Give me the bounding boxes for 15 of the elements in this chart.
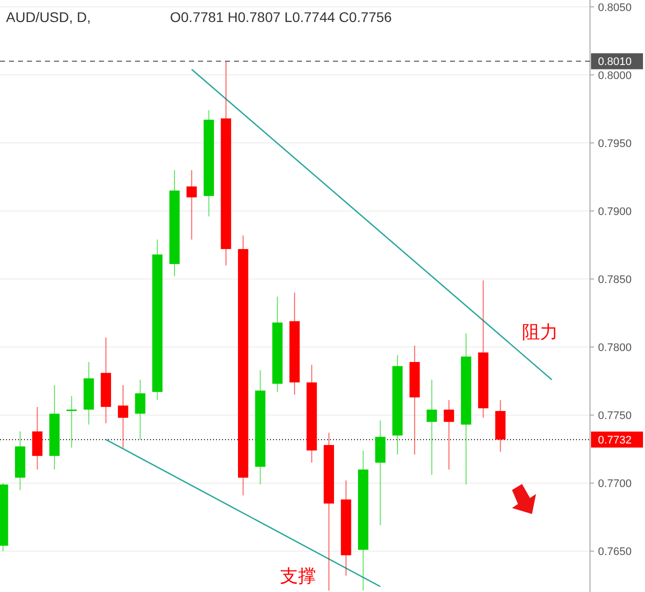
ref-line-label: 0.8010	[598, 56, 632, 68]
annotation: 支撑	[280, 566, 316, 586]
y-tick-label: 0.7750	[598, 410, 632, 422]
y-tick-label: 0.8000	[598, 70, 632, 82]
annotation: 阻力	[522, 322, 558, 342]
y-tick-label: 0.7800	[598, 342, 632, 354]
y-tick-label: 0.7950	[598, 138, 632, 150]
y-tick-label: 0.7700	[598, 478, 632, 490]
ref-line-label: 0.7732	[598, 434, 632, 447]
y-tick-label: 0.7900	[598, 206, 632, 218]
text: AUD/USD, D,	[6, 9, 91, 25]
y-tick-label: 0.7850	[598, 274, 632, 286]
y-tick-label: 0.7650	[598, 546, 632, 558]
y-tick-label: 0.8050	[598, 2, 632, 14]
text: O0.7781 H0.7807 L0.7744 C0.7756	[170, 9, 392, 25]
